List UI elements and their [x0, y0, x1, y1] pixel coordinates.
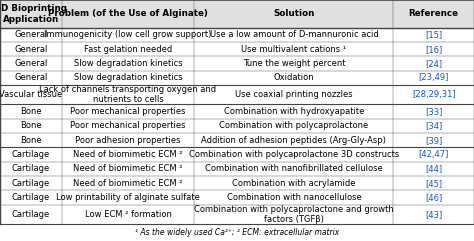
Text: [43]: [43]: [425, 210, 442, 219]
Text: [34]: [34]: [425, 121, 442, 130]
Text: Cartilage: Cartilage: [12, 210, 50, 219]
Text: Poor adhesion properties: Poor adhesion properties: [75, 136, 181, 145]
Text: Slow degradation kinetics: Slow degradation kinetics: [73, 59, 182, 68]
Text: Use a low amount of D-mannuronic acid: Use a low amount of D-mannuronic acid: [210, 30, 378, 39]
Text: Combination with polycaprolactone: Combination with polycaprolactone: [219, 121, 368, 130]
Text: [15]: [15]: [425, 30, 442, 39]
Text: Need of biomimetic ECM ²: Need of biomimetic ECM ²: [73, 164, 183, 173]
Text: Oxidation: Oxidation: [273, 73, 314, 82]
Text: Fast gelation needed: Fast gelation needed: [84, 45, 172, 54]
Text: [45]: [45]: [425, 179, 442, 188]
Text: [16]: [16]: [425, 45, 442, 54]
Text: Poor mechanical properties: Poor mechanical properties: [70, 121, 186, 130]
Text: [42,47]: [42,47]: [419, 150, 449, 159]
Text: Solution: Solution: [273, 9, 315, 18]
Text: 3D Bioprinting
Application: 3D Bioprinting Application: [0, 4, 67, 24]
Text: Cartilage: Cartilage: [12, 179, 50, 188]
Text: Bone: Bone: [20, 107, 42, 116]
Text: Combination with polycaprolactone and growth
factors (TGFβ): Combination with polycaprolactone and gr…: [194, 205, 394, 224]
Text: Low printability of alginate sulfate: Low printability of alginate sulfate: [56, 193, 200, 202]
Text: [24]: [24]: [425, 59, 442, 68]
Text: Reference: Reference: [409, 9, 459, 18]
Text: Cartilage: Cartilage: [12, 164, 50, 173]
Text: Use multivalent cations ¹: Use multivalent cations ¹: [241, 45, 346, 54]
Text: Lack of channels transporting oxygen and
nutrients to cells: Lack of channels transporting oxygen and…: [39, 85, 217, 104]
Text: Low ECM ² formation: Low ECM ² formation: [84, 210, 172, 219]
Text: [44]: [44]: [425, 164, 442, 173]
Text: [28,29,31]: [28,29,31]: [412, 90, 456, 99]
Text: Problem (of the Use of Alginate): Problem (of the Use of Alginate): [48, 9, 208, 18]
Text: [39]: [39]: [425, 136, 442, 145]
Text: Poor mechanical properties: Poor mechanical properties: [70, 107, 186, 116]
Text: Vascular tissue: Vascular tissue: [0, 90, 63, 99]
Text: General: General: [14, 59, 47, 68]
Text: ¹ As the widely used Ca²⁺; ² ECM: extracellular matrix: ¹ As the widely used Ca²⁺; ² ECM: extrac…: [135, 228, 339, 237]
Text: [46]: [46]: [425, 193, 442, 202]
Text: Use coaxial printing nozzles: Use coaxial printing nozzles: [235, 90, 353, 99]
Text: Need of biomimetic ECM ²: Need of biomimetic ECM ²: [73, 179, 183, 188]
Text: Addition of adhesion peptides (Arg-Gly-Asp): Addition of adhesion peptides (Arg-Gly-A…: [201, 136, 386, 145]
Text: [33]: [33]: [425, 107, 442, 116]
Bar: [0, 0, 474, 28]
Text: Tune the weight percent: Tune the weight percent: [243, 59, 345, 68]
Text: Combination with hydroxyapatite: Combination with hydroxyapatite: [224, 107, 364, 116]
Text: Combination with acrylamide: Combination with acrylamide: [232, 179, 356, 188]
Text: Cartilage: Cartilage: [12, 193, 50, 202]
Text: [23,49]: [23,49]: [419, 73, 449, 82]
Text: Slow degradation kinetics: Slow degradation kinetics: [73, 73, 182, 82]
Text: Combination with polycaprolactone 3D constructs: Combination with polycaprolactone 3D con…: [189, 150, 399, 159]
Text: Need of biomimetic ECM ²: Need of biomimetic ECM ²: [73, 150, 183, 159]
Text: General: General: [14, 45, 47, 54]
Text: Immunogenicity (low cell grow support): Immunogenicity (low cell grow support): [44, 30, 212, 39]
Text: General: General: [14, 30, 47, 39]
Text: Combination with nanocellulose: Combination with nanocellulose: [227, 193, 361, 202]
Text: General: General: [14, 73, 47, 82]
Text: Cartilage: Cartilage: [12, 150, 50, 159]
Text: Bone: Bone: [20, 136, 42, 145]
Text: Bone: Bone: [20, 121, 42, 130]
Text: Combination with nanofibrillated cellulose: Combination with nanofibrillated cellulo…: [205, 164, 383, 173]
